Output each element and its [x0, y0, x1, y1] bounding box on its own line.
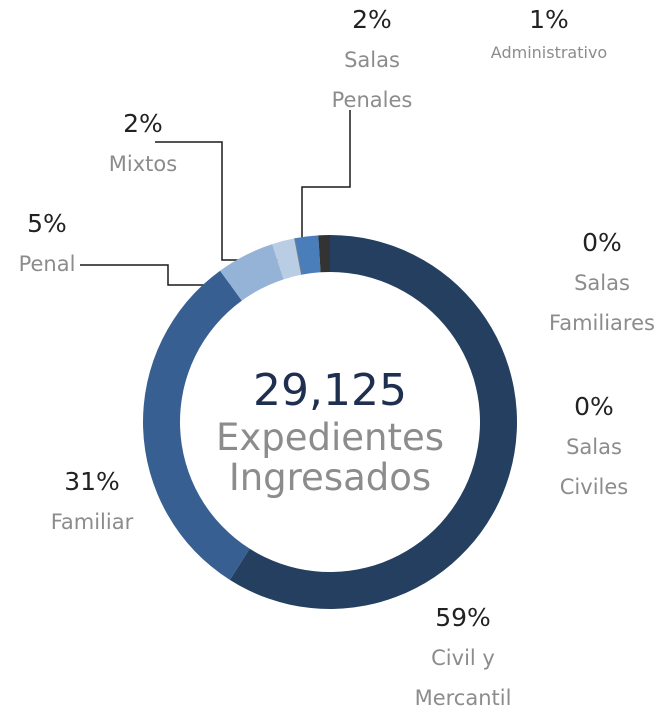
donut-slice: [142, 270, 250, 580]
donut-slice: [294, 235, 321, 275]
donut-slice: [272, 238, 302, 280]
category-label: Salas Civiles: [559, 435, 629, 499]
slice-label: 0% Salas Familiares: [537, 223, 662, 343]
category-label: Familiar: [50, 510, 134, 534]
category-label: Mixtos: [108, 152, 178, 176]
slice-label: 1% Administrativo: [469, 0, 629, 66]
slice-label: 0% Salas Civiles: [539, 387, 649, 507]
percent-label: 1%: [529, 5, 569, 34]
slice-label: 2% Salas Penales: [312, 0, 432, 120]
category-label: Civil y Mercantil: [414, 646, 512, 710]
donut-slice: [318, 235, 330, 273]
percent-label: 2%: [352, 5, 392, 34]
slice-label: 5% Penal: [2, 204, 92, 284]
percent-label: 0%: [582, 228, 622, 257]
category-label: Penal: [18, 252, 76, 276]
percent-label: 5%: [27, 209, 67, 238]
donut-slice: [220, 244, 284, 301]
center-value: 29,125: [253, 365, 407, 416]
category-label: Salas Penales: [331, 48, 413, 112]
slice-label: 31% Familiar: [22, 462, 162, 542]
percent-label: 0%: [574, 392, 614, 421]
percent-label: 2%: [123, 109, 163, 138]
slice-label: 2% Mixtos: [88, 104, 198, 184]
percent-label: 31%: [64, 467, 120, 496]
percent-label: 59%: [435, 603, 491, 632]
donut-slice: [229, 235, 517, 609]
leader-line: [301, 110, 351, 262]
category-label: Administrativo: [490, 43, 608, 62]
center-text: Expedientes Ingresados: [215, 416, 445, 499]
slice-label: 59% Civil y Mercantil: [393, 598, 533, 718]
category-label: Salas Familiares: [549, 271, 655, 335]
